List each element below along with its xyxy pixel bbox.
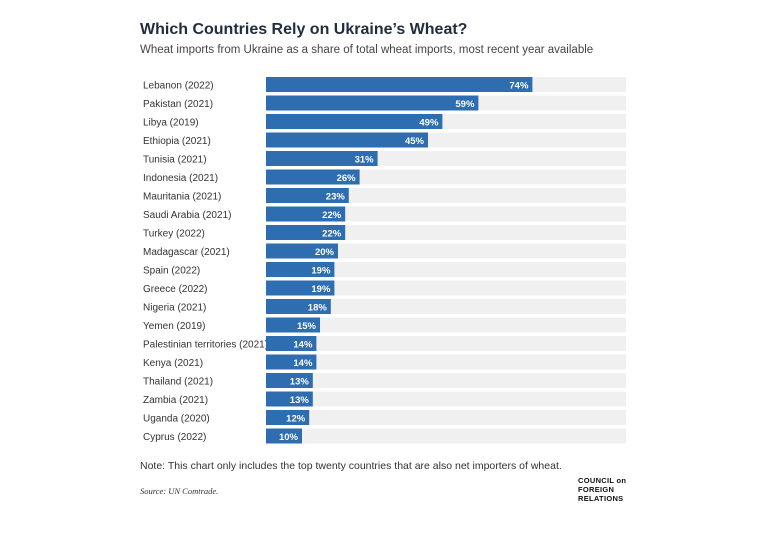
bar-track	[266, 410, 626, 425]
logo-line-2: FOREIGN	[578, 485, 615, 494]
bar	[266, 206, 346, 222]
category-label: Zambia (2021)	[143, 395, 208, 406]
bar	[266, 428, 302, 444]
category-label: Palestinian territories (2021)	[143, 340, 268, 351]
category-label: Madagascar (2021)	[143, 247, 230, 258]
bar-track	[266, 225, 626, 240]
bar-track	[266, 354, 626, 370]
category-label: Ethiopia (2021)	[143, 136, 211, 147]
logo-line-3: RELATIONS	[578, 494, 624, 503]
bar-value-label: 26%	[337, 173, 357, 184]
bar-value-label: 18%	[308, 303, 328, 314]
bar-track	[266, 243, 626, 259]
category-label: Pakistan (2021)	[143, 99, 213, 110]
bar-track	[266, 317, 626, 333]
logo-line-1: COUNCIL on	[578, 476, 627, 485]
bar	[266, 299, 331, 314]
bar	[266, 317, 320, 333]
bar-value-label: 19%	[311, 284, 331, 295]
category-label: Saudi Arabia (2021)	[143, 210, 231, 221]
bar-value-label: 74%	[509, 81, 529, 92]
category-label: Yemen (2019)	[143, 321, 205, 332]
bar	[266, 95, 479, 111]
bar	[266, 188, 349, 203]
category-label: Turkey (2022)	[143, 229, 205, 240]
bar-value-label: 20%	[315, 247, 335, 258]
bar	[266, 336, 317, 351]
bar-value-label: 22%	[322, 229, 342, 240]
bar	[266, 114, 443, 129]
cfr-logo: COUNCIL on FOREIGN RELATIONS	[578, 476, 638, 503]
bar-track	[266, 428, 626, 444]
bar	[266, 391, 313, 407]
category-label: Kenya (2021)	[143, 358, 203, 369]
bar-value-label: 12%	[286, 414, 306, 425]
bar	[266, 243, 338, 259]
bar	[266, 280, 335, 296]
bar-track	[266, 280, 626, 296]
bar-track	[266, 262, 626, 277]
bar	[266, 151, 378, 166]
category-label: Thailand (2021)	[143, 377, 213, 388]
bar-value-label: 13%	[290, 395, 310, 406]
bar-track	[266, 206, 626, 222]
category-label: Nigeria (2021)	[143, 303, 206, 314]
bar-track	[266, 188, 626, 203]
bar-value-label: 49%	[419, 118, 439, 129]
category-label: Tunisia (2021)	[143, 155, 207, 166]
bar-value-label: 19%	[311, 266, 331, 277]
chart-note: Note: This chart only includes the top t…	[140, 460, 562, 472]
bar-value-label: 23%	[326, 192, 346, 203]
chart-source: Source: UN Comtrade.	[140, 486, 219, 496]
bar-value-label: 14%	[293, 358, 313, 369]
chart-subtitle: Wheat imports from Ukraine as a share of…	[140, 44, 594, 56]
bar	[266, 354, 317, 370]
bar-track	[266, 299, 626, 314]
bar-value-label: 22%	[322, 210, 342, 221]
bar	[266, 77, 533, 92]
bar-track	[266, 391, 626, 407]
bar	[266, 410, 310, 425]
category-label: Mauritania (2021)	[143, 192, 221, 203]
bar	[266, 169, 360, 185]
bar	[266, 373, 313, 388]
bar	[266, 262, 335, 277]
bar-value-label: 14%	[293, 340, 313, 351]
category-label: Greece (2022)	[143, 284, 207, 295]
bar-track	[266, 336, 626, 351]
bar-value-label: 13%	[290, 377, 310, 388]
category-label: Indonesia (2021)	[143, 173, 218, 184]
bar	[266, 225, 346, 240]
chart-title: Which Countries Rely on Ukraine’s Wheat?	[140, 21, 468, 38]
bar-track	[266, 373, 626, 388]
bar-value-label: 45%	[405, 136, 425, 147]
category-label: Libya (2019)	[143, 118, 199, 129]
bar-value-label: 10%	[279, 432, 299, 443]
category-label: Spain (2022)	[143, 266, 200, 277]
bar-value-label: 31%	[355, 155, 375, 166]
bar-value-label: 15%	[297, 321, 317, 332]
bar-value-label: 59%	[455, 99, 475, 110]
category-label: Uganda (2020)	[143, 414, 210, 425]
category-label: Lebanon (2022)	[143, 81, 214, 92]
bar	[266, 132, 428, 148]
category-label: Cyprus (2022)	[143, 432, 206, 443]
